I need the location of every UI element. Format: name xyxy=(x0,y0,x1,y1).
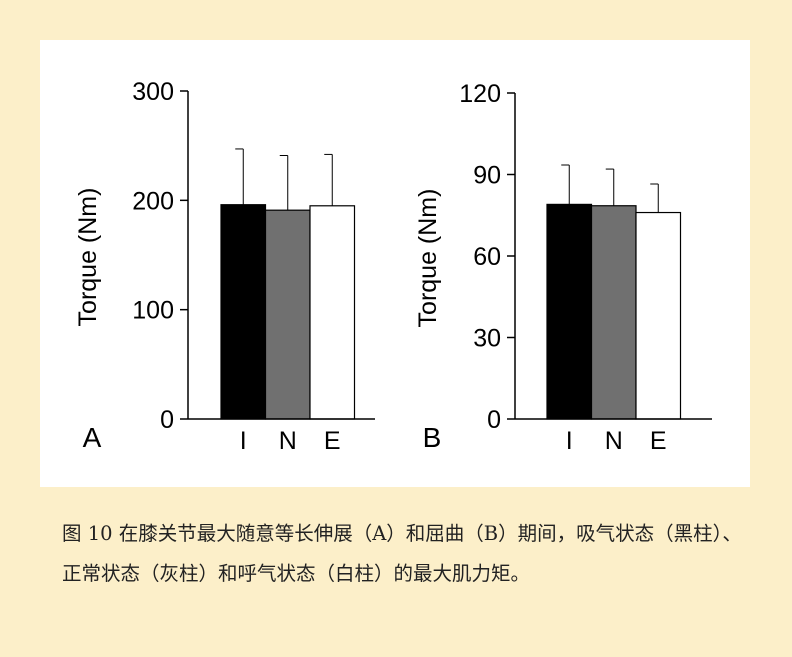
y-tick-label: 300 xyxy=(132,78,174,106)
y-tick-label: 60 xyxy=(473,243,501,271)
y-tick-label: 90 xyxy=(473,162,501,190)
x-tick-label: N xyxy=(605,427,623,455)
x-tick-label: N xyxy=(279,427,297,455)
bar xyxy=(635,211,682,420)
x-tick-label: E xyxy=(650,427,667,455)
y-tick-label: 30 xyxy=(473,325,501,353)
x-tick-label: E xyxy=(324,427,341,455)
bar xyxy=(220,204,267,420)
caption: 图 10 在膝关节最大随意等长伸展（A）和屈曲（B）期间，吸气状态（黑柱）、正常… xyxy=(62,522,742,585)
x-tick-label: I xyxy=(566,427,573,455)
y-axis-label: Torque (Nm) xyxy=(414,189,442,328)
bar xyxy=(546,203,593,420)
y-tick-label: 0 xyxy=(487,406,501,434)
y-tick-label: 100 xyxy=(132,297,174,325)
bar xyxy=(309,205,356,420)
bar xyxy=(264,209,311,420)
y-tick-label: 200 xyxy=(132,187,174,215)
x-tick-label: I xyxy=(240,427,247,455)
bar xyxy=(590,205,637,420)
panel-label: B xyxy=(423,422,442,453)
y-tick-label: 120 xyxy=(459,80,501,108)
y-tick-label: 0 xyxy=(160,406,174,434)
y-axis-label: Torque (Nm) xyxy=(74,188,102,327)
panel-label: A xyxy=(83,422,102,453)
